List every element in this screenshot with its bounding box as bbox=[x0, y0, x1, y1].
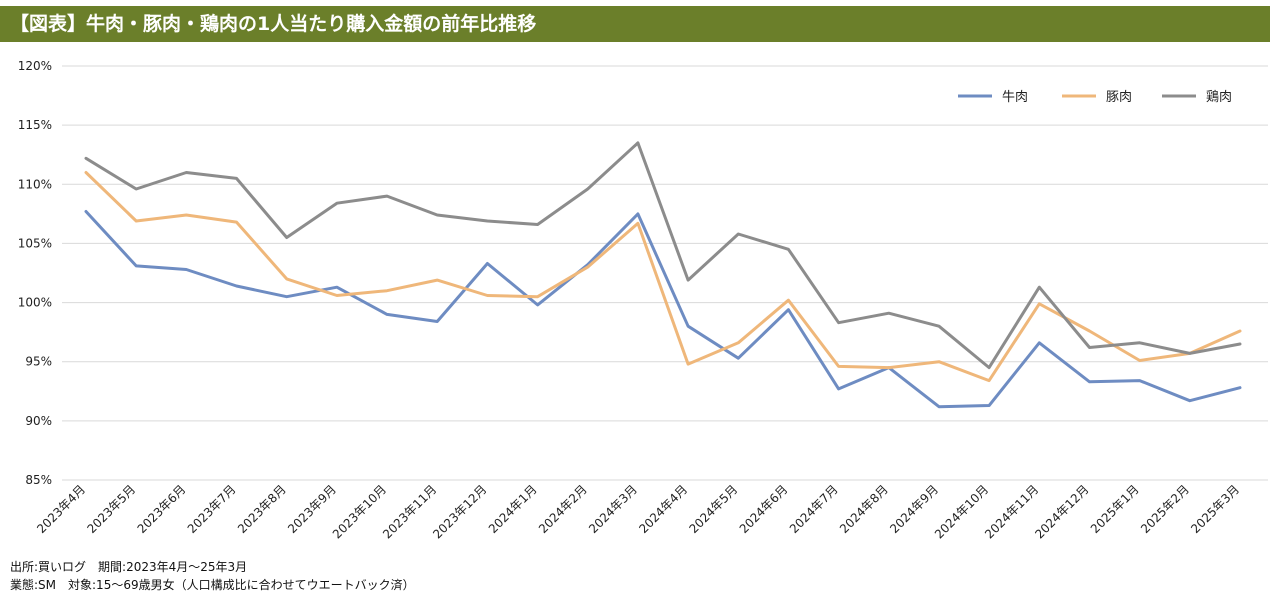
series-line bbox=[84, 210, 1242, 409]
x-tick-label: 2024年12月 bbox=[1032, 482, 1091, 541]
y-tick-label: 120% bbox=[18, 59, 52, 73]
x-tick-label: 2023年4月 bbox=[34, 482, 88, 536]
x-tick-label: 2025年2月 bbox=[1138, 482, 1192, 536]
x-tick-label: 2023年12月 bbox=[430, 482, 489, 541]
target-note: 業態:SM 対象:15～69歳男女（人口構成比に合わせてウエートバック済） bbox=[10, 578, 415, 592]
y-tick-label: 110% bbox=[18, 177, 52, 191]
y-tick-label: 85% bbox=[25, 473, 52, 487]
x-tick-label: 2024年5月 bbox=[687, 482, 741, 536]
series-line bbox=[84, 171, 1242, 383]
series-line bbox=[84, 141, 1242, 370]
x-tick-label: 2025年1月 bbox=[1088, 482, 1142, 536]
x-tick-label: 2024年9月 bbox=[887, 482, 941, 536]
x-tick-label: 2024年7月 bbox=[787, 482, 841, 536]
x-tick-label: 2024年8月 bbox=[837, 482, 891, 536]
x-tick-label: 2023年9月 bbox=[285, 482, 339, 536]
x-tick-label: 2024年3月 bbox=[586, 482, 640, 536]
legend-label: 鶏肉 bbox=[1206, 90, 1232, 105]
x-tick-label: 2023年8月 bbox=[235, 482, 289, 536]
y-tick-label: 105% bbox=[18, 236, 52, 250]
y-tick-label: 100% bbox=[18, 296, 52, 310]
x-tick-label: 2025年3月 bbox=[1188, 482, 1242, 536]
x-tick-label: 2024年1月 bbox=[486, 482, 540, 536]
legend-label: 豚肉 bbox=[1106, 90, 1132, 105]
legend-label: 牛肉 bbox=[1002, 90, 1028, 105]
x-tick-label: 2024年2月 bbox=[536, 482, 590, 536]
x-tick-label: 2023年7月 bbox=[185, 482, 239, 536]
x-tick-label: 2024年4月 bbox=[636, 482, 690, 536]
y-tick-label: 95% bbox=[25, 355, 52, 369]
x-tick-label: 2023年6月 bbox=[135, 482, 189, 536]
chart-title: 【図表】牛肉・豚肉・鶏肉の1人当たり購入金額の前年比推移 bbox=[0, 6, 1270, 42]
x-tick-label: 2024年6月 bbox=[737, 482, 791, 536]
y-tick-label: 115% bbox=[18, 118, 52, 132]
source-note: 出所:買いログ 期間:2023年4月～25年3月 bbox=[10, 560, 248, 574]
y-tick-label: 90% bbox=[25, 414, 52, 428]
x-tick-label: 2023年5月 bbox=[84, 482, 138, 536]
